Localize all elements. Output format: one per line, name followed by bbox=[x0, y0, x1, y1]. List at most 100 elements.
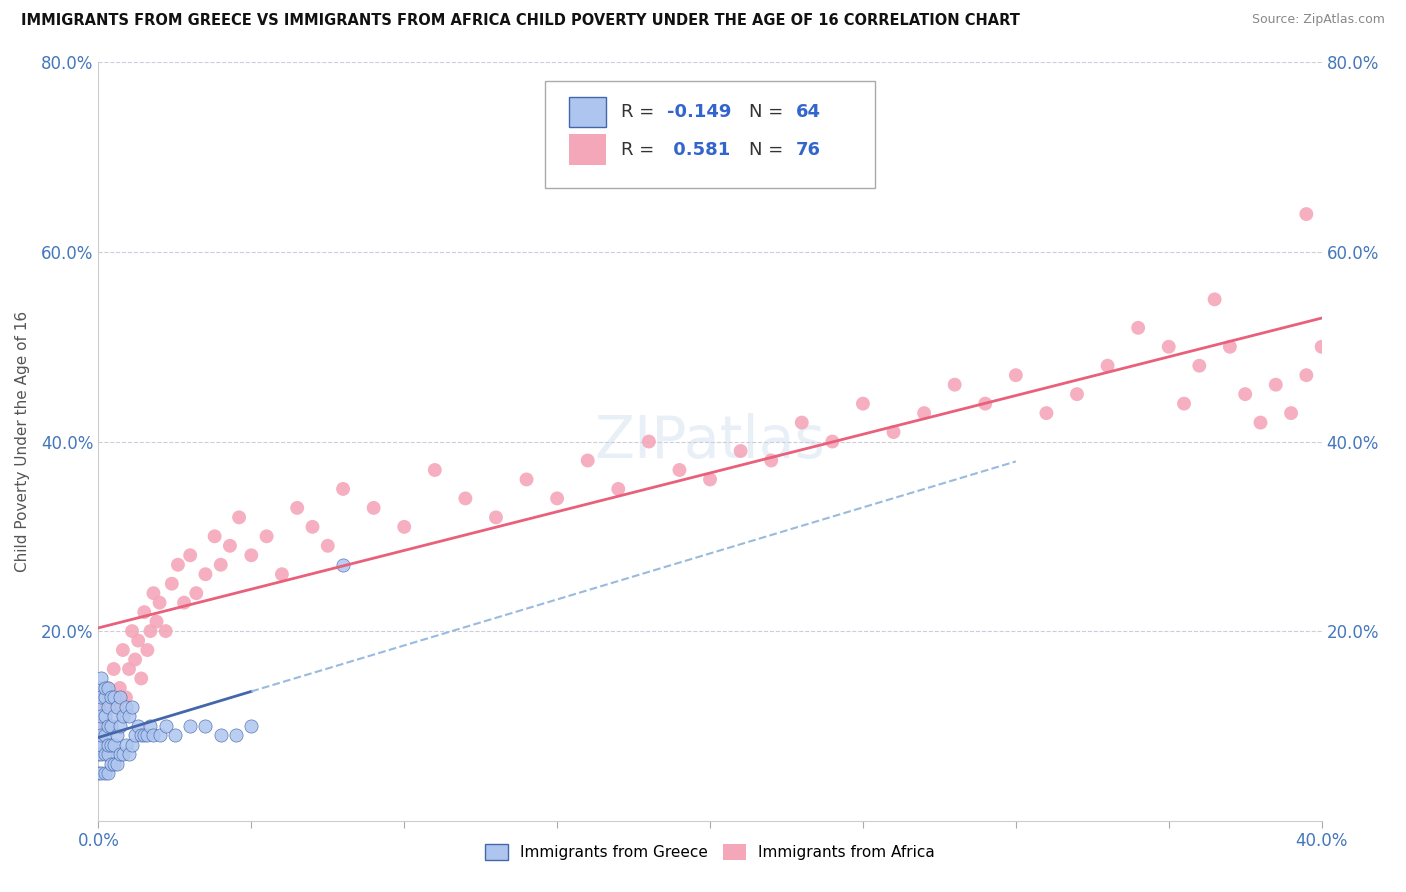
Point bbox=[607, 482, 630, 496]
Y-axis label: Child Poverty Under the Age of 16: Child Poverty Under the Age of 16 bbox=[15, 311, 30, 572]
Point bbox=[1310, 340, 1333, 354]
Point bbox=[87, 747, 110, 762]
Point bbox=[108, 681, 131, 695]
Point bbox=[121, 738, 143, 752]
Point bbox=[730, 444, 752, 458]
Point bbox=[149, 728, 172, 742]
Point bbox=[118, 747, 141, 762]
Point bbox=[127, 633, 149, 648]
Point bbox=[142, 586, 165, 600]
Point bbox=[87, 681, 110, 695]
Text: IMMIGRANTS FROM GREECE VS IMMIGRANTS FROM AFRICA CHILD POVERTY UNDER THE AGE OF : IMMIGRANTS FROM GREECE VS IMMIGRANTS FRO… bbox=[21, 13, 1019, 29]
Point bbox=[124, 652, 146, 666]
Point bbox=[194, 567, 217, 582]
Point bbox=[209, 728, 232, 742]
Point bbox=[160, 576, 183, 591]
Point bbox=[121, 624, 143, 639]
Text: 76: 76 bbox=[796, 141, 821, 159]
Point bbox=[124, 728, 146, 742]
Point bbox=[111, 643, 134, 657]
Point bbox=[118, 709, 141, 723]
Point bbox=[105, 699, 128, 714]
Point bbox=[155, 624, 177, 639]
Point bbox=[209, 558, 232, 572]
Point bbox=[97, 766, 120, 780]
Point bbox=[186, 586, 208, 600]
Point bbox=[1264, 377, 1286, 392]
Point bbox=[1188, 359, 1211, 373]
Legend: Immigrants from Greece, Immigrants from Africa: Immigrants from Greece, Immigrants from … bbox=[479, 838, 941, 866]
Point bbox=[332, 482, 354, 496]
Point bbox=[136, 643, 159, 657]
Point bbox=[100, 719, 122, 733]
Text: -0.149: -0.149 bbox=[668, 103, 731, 120]
Point bbox=[134, 605, 156, 619]
Point bbox=[943, 377, 966, 392]
Point bbox=[1295, 207, 1317, 221]
Point bbox=[1097, 359, 1119, 373]
Point bbox=[100, 738, 122, 752]
Point bbox=[301, 520, 323, 534]
Point bbox=[108, 747, 131, 762]
Point bbox=[240, 719, 263, 733]
Point bbox=[228, 510, 250, 524]
Point bbox=[316, 539, 339, 553]
Point bbox=[100, 756, 122, 771]
Point bbox=[912, 406, 935, 420]
Point bbox=[90, 738, 112, 752]
Point bbox=[90, 747, 112, 762]
Point bbox=[179, 548, 201, 563]
Text: N =: N = bbox=[749, 141, 789, 159]
Point bbox=[105, 728, 128, 742]
Point bbox=[100, 690, 122, 705]
Text: 0.581: 0.581 bbox=[668, 141, 731, 159]
Point bbox=[93, 690, 115, 705]
Point bbox=[759, 453, 782, 467]
Point bbox=[1279, 406, 1302, 420]
Point bbox=[90, 766, 112, 780]
Bar bbox=[569, 135, 606, 165]
Point bbox=[87, 766, 110, 780]
Point bbox=[111, 709, 134, 723]
Point bbox=[103, 738, 125, 752]
Point bbox=[699, 473, 721, 487]
Point bbox=[93, 766, 115, 780]
Point bbox=[363, 500, 385, 515]
Point bbox=[974, 396, 997, 410]
Point bbox=[852, 396, 875, 410]
Point bbox=[1219, 340, 1241, 354]
Point bbox=[1295, 368, 1317, 383]
Point bbox=[97, 699, 120, 714]
Point bbox=[1204, 293, 1226, 307]
Point bbox=[1249, 416, 1271, 430]
Point bbox=[93, 747, 115, 762]
Point bbox=[163, 728, 186, 742]
Point bbox=[121, 699, 143, 714]
Point bbox=[637, 434, 661, 449]
Point bbox=[821, 434, 844, 449]
Point bbox=[115, 690, 138, 705]
Point bbox=[118, 662, 141, 676]
Point bbox=[97, 738, 120, 752]
Point bbox=[134, 728, 156, 742]
Point bbox=[103, 709, 125, 723]
Point bbox=[285, 500, 308, 515]
Point bbox=[87, 699, 110, 714]
Point bbox=[90, 728, 112, 742]
Point bbox=[576, 453, 599, 467]
Point bbox=[97, 719, 120, 733]
Point bbox=[90, 719, 112, 733]
Point bbox=[136, 728, 159, 742]
Point bbox=[90, 672, 112, 686]
Point bbox=[145, 615, 167, 629]
Point bbox=[90, 709, 112, 723]
Point bbox=[87, 719, 110, 733]
Point bbox=[87, 728, 110, 742]
Point bbox=[93, 728, 115, 742]
Point bbox=[516, 473, 538, 487]
Point bbox=[240, 548, 263, 563]
Point bbox=[105, 699, 128, 714]
Point bbox=[149, 596, 172, 610]
Point bbox=[392, 520, 416, 534]
Point bbox=[139, 719, 162, 733]
